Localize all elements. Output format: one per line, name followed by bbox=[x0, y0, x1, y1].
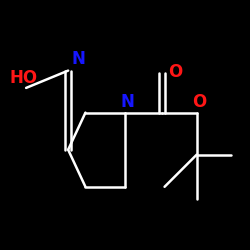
Text: N: N bbox=[120, 92, 134, 110]
Text: N: N bbox=[71, 50, 85, 68]
Text: O: O bbox=[168, 63, 183, 81]
Text: HO: HO bbox=[10, 69, 38, 87]
Text: O: O bbox=[192, 92, 206, 110]
